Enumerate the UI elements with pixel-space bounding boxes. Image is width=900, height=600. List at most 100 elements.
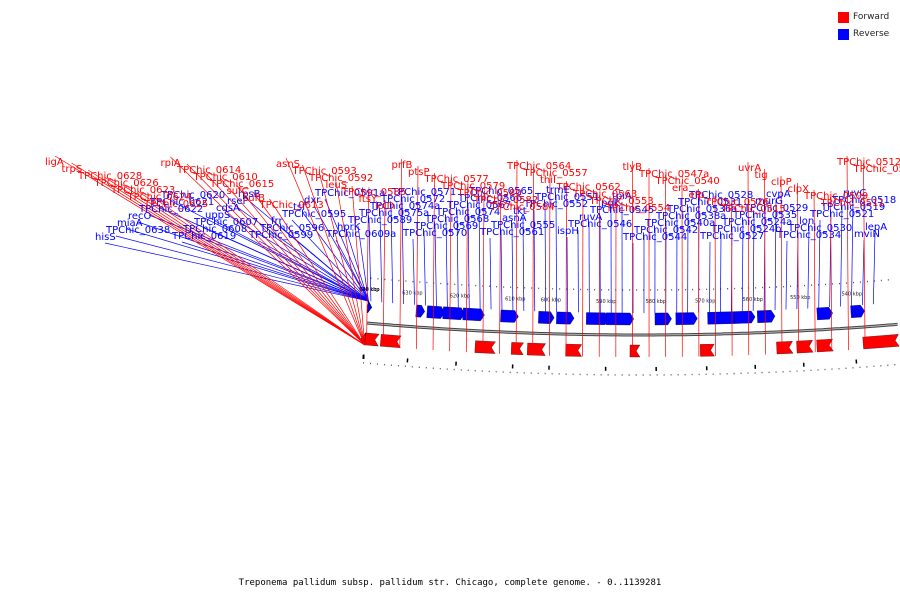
forward-gene-arrow[interactable]: [816, 338, 834, 353]
gene-label[interactable]: TPChic_0621: [149, 197, 214, 208]
gene-label[interactable]: TPChic_0521: [809, 209, 874, 220]
gene-label[interactable]: TPChic_0620: [160, 190, 225, 201]
gene-label[interactable]: TPChic_0596: [259, 223, 324, 234]
gene-label[interactable]: recO: [128, 211, 152, 222]
gene-label[interactable]: TPChic_0566: [457, 193, 522, 204]
gene-label[interactable]: TPChic_0562: [556, 182, 621, 193]
forward-gene-arrow[interactable]: [776, 341, 794, 355]
gene-label[interactable]: TPChic_0615: [209, 179, 274, 190]
forward-gene-arrow[interactable]: [474, 340, 496, 354]
gene-label[interactable]: TPChic_0569: [413, 221, 478, 232]
gene-label[interactable]: era: [672, 183, 688, 194]
gene-label[interactable]: TPChic_0540: [655, 176, 720, 187]
gene-label[interactable]: dxr: [304, 195, 321, 206]
gene-label[interactable]: miaA: [117, 218, 143, 229]
gene-label[interactable]: murG: [755, 196, 783, 207]
gene-label[interactable]: TPChic_0540a: [644, 218, 715, 229]
gene-label[interactable]: TPChic_0574a: [369, 201, 440, 212]
gene-label[interactable]: tkt: [513, 206, 527, 217]
reverse-gene-arrow[interactable]: [675, 312, 698, 325]
gene-label[interactable]: TPChic_0509: [803, 191, 868, 202]
gene-label[interactable]: TPChic_0591a: [314, 188, 385, 199]
forward-gene-arrow[interactable]: [862, 334, 900, 350]
gene-label[interactable]: thiI: [540, 175, 556, 186]
gene-label[interactable]: sufC: [227, 186, 249, 197]
reverse-gene-arrow[interactable]: [367, 300, 372, 314]
forward-gene-arrow[interactable]: [510, 342, 524, 355]
gene-label[interactable]: TPChic_0624: [127, 192, 192, 203]
gene-label[interactable]: TPChic_0528: [688, 190, 753, 201]
gene-label[interactable]: TPChic_0577: [424, 174, 489, 185]
gene-label[interactable]: TPChic_0511: [820, 198, 885, 209]
gene-label[interactable]: rpsB: [238, 189, 261, 200]
gene-label[interactable]: TPChic_0626: [94, 178, 159, 189]
gene-label[interactable]: cdsA: [216, 203, 240, 214]
forward-gene-arrow[interactable]: [527, 342, 546, 356]
gene-label[interactable]: TPChic_0551: [534, 192, 599, 203]
gene-label[interactable]: TPChic_0614: [176, 165, 241, 176]
gene-label[interactable]: TPChic_0531: [677, 197, 742, 208]
gene-label[interactable]: TPChic_0519: [820, 202, 885, 213]
reverse-gene-arrow[interactable]: [757, 310, 776, 323]
gene-label[interactable]: TPChic_0527: [699, 231, 764, 242]
forward-gene-arrow[interactable]: [796, 340, 814, 354]
gene-label[interactable]: TPChic_0529: [743, 203, 808, 214]
reverse-gene-arrow[interactable]: [707, 311, 739, 325]
gene-label[interactable]: tsf: [293, 202, 306, 213]
gene-label[interactable]: TPChic_0571: [391, 187, 456, 198]
gene-label[interactable]: TPChic_0579: [440, 181, 505, 192]
gene-label[interactable]: lon: [799, 216, 814, 227]
gene-label[interactable]: TPChic_0619: [171, 231, 236, 242]
gene-label[interactable]: tpiA: [612, 191, 632, 202]
gene-label[interactable]: TPChic_0555: [490, 220, 555, 231]
reverse-gene-arrow[interactable]: [586, 312, 610, 325]
gene-label[interactable]: asnA: [502, 213, 527, 224]
gene-label[interactable]: TPChic_0542: [633, 225, 698, 236]
forward-gene-arrow[interactable]: [380, 334, 402, 348]
reverse-gene-arrow[interactable]: [816, 307, 833, 321]
gene-label[interactable]: clpX: [788, 184, 810, 195]
gene-label[interactable]: TPChic_0575a: [358, 208, 429, 219]
gene-label[interactable]: mviN: [854, 229, 880, 240]
gene-label[interactable]: ftsY: [359, 194, 378, 205]
gene-label[interactable]: TPChic_0595: [281, 209, 346, 220]
gene-label[interactable]: TPChic_0547a: [638, 169, 709, 180]
gene-label[interactable]: TPChic_0534: [776, 230, 841, 241]
gene-label[interactable]: efp: [689, 190, 705, 201]
reverse-gene-arrow[interactable]: [426, 305, 445, 319]
gene-label[interactable]: TPChic_0565: [468, 186, 533, 197]
gene-label[interactable]: frr: [271, 216, 283, 227]
gene-label[interactable]: uppS: [205, 210, 230, 221]
gene-label[interactable]: TPChic_0530: [787, 223, 852, 234]
gene-label[interactable]: ruvC: [843, 188, 866, 199]
gene-label[interactable]: TPChic_0557: [523, 168, 588, 179]
reverse-gene-arrow[interactable]: [442, 306, 465, 320]
gene-label[interactable]: TPChic_0599: [248, 230, 313, 241]
forward-gene-arrow[interactable]: [700, 343, 715, 357]
gene-label[interactable]: TPChic_0561: [479, 227, 544, 238]
gene-label[interactable]: TPChic_0609a: [325, 229, 396, 240]
forward-gene-arrow[interactable]: [629, 344, 641, 358]
gene-label[interactable]: hprK: [337, 222, 361, 233]
reverse-gene-arrow[interactable]: [462, 307, 485, 322]
gene-label[interactable]: rseP: [227, 196, 249, 207]
gene-label[interactable]: TPChic_0535: [732, 210, 797, 221]
gene-label[interactable]: TPChic_0546: [567, 219, 632, 230]
gene-label[interactable]: TPChic_0513: [853, 164, 900, 175]
gene-label[interactable]: TPChic_0593: [292, 166, 357, 177]
gene-label[interactable]: TPChic_0567: [446, 200, 511, 211]
gene-label[interactable]: leuS: [326, 180, 348, 191]
gene-label[interactable]: asnS: [276, 159, 300, 170]
gene-label[interactable]: TPChic_0592: [308, 173, 373, 184]
gene-label[interactable]: lepA: [865, 222, 887, 233]
gene-label[interactable]: uvrA: [738, 163, 761, 174]
gene-label[interactable]: trmE: [546, 185, 570, 196]
reverse-gene-arrow[interactable]: [538, 311, 555, 324]
gene-label[interactable]: lolD: [375, 201, 395, 212]
gene-label[interactable]: pgk: [601, 198, 620, 209]
reverse-gene-arrow[interactable]: [500, 309, 519, 323]
gene-label[interactable]: TPChic_0608: [182, 224, 247, 235]
gene-label[interactable]: TPChic_0607: [193, 217, 258, 228]
gene-label[interactable]: TPChic_0515: [721, 204, 786, 215]
gene-label[interactable]: sufB: [243, 193, 265, 204]
